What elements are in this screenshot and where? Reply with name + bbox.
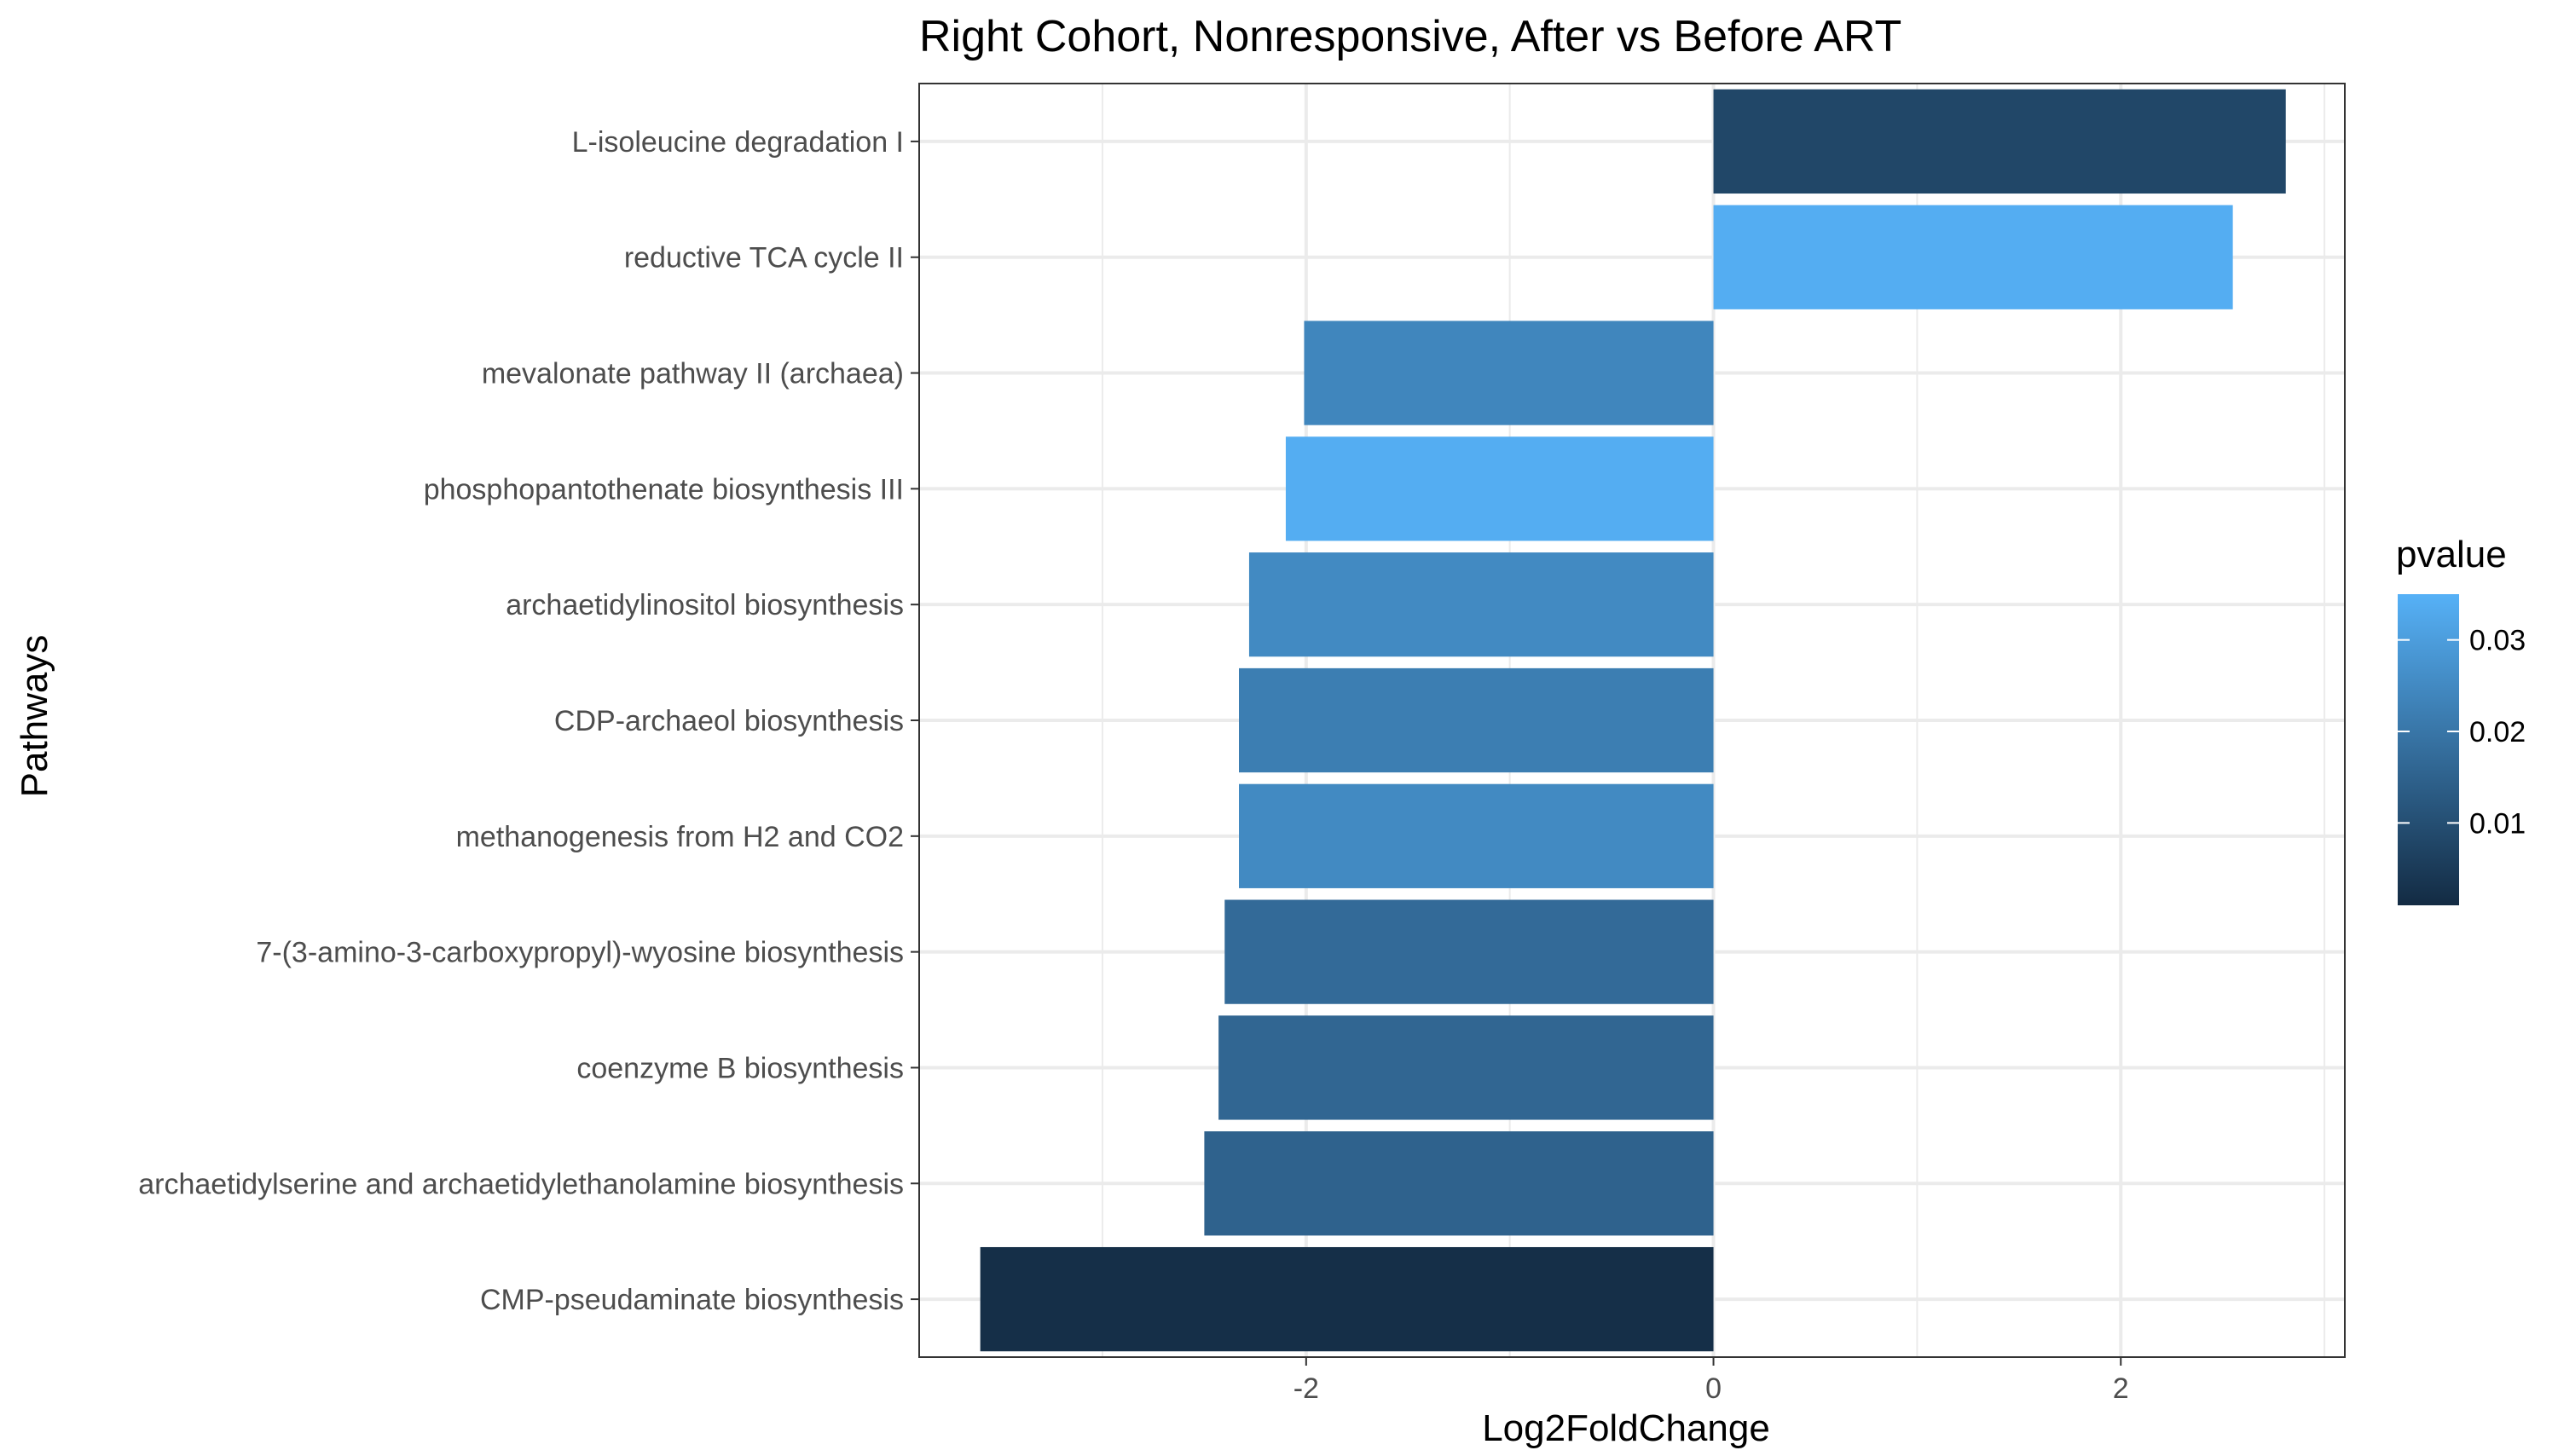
x-tick-label: -2: [1293, 1372, 1319, 1405]
y-tick-label: CMP-pseudaminate biosynthesis: [480, 1284, 904, 1316]
legend: pvalue 0.01 0.02 0.03: [2396, 534, 2526, 905]
y-tick-label: archaetidylserine and archaetidylethanol…: [138, 1168, 904, 1200]
y-axis: L-isoleucine degradation I reductive TCA …: [138, 126, 919, 1316]
bars: [980, 89, 2286, 1352]
y-tick-label: methanogenesis from H2 and CO2: [456, 821, 904, 853]
chart-title: Right Cohort, Nonresponsive, After vs Be…: [919, 12, 1901, 61]
bar: [1304, 321, 1714, 425]
y-tick-label: 7-(3-amino-3-carboxypropyl)-wyosine bios…: [256, 937, 904, 969]
y-tick-label: CDP-archaeol biosynthesis: [554, 705, 904, 737]
y-tick-label: phosphopantothenate biosynthesis III: [424, 473, 904, 506]
y-tick-label: coenzyme B biosynthesis: [576, 1052, 904, 1084]
bar: [1204, 1131, 1714, 1236]
bar: [1713, 205, 2233, 309]
y-tick-label: L-isoleucine degradation I: [572, 126, 904, 159]
y-tick-label: reductive TCA cycle II: [624, 242, 904, 274]
x-tick-label: 0: [1705, 1372, 1722, 1405]
y-axis-title: Pathways: [14, 635, 55, 798]
bar: [1713, 89, 2286, 194]
legend-ticks: 0.01 0.02 0.03: [2398, 625, 2526, 840]
bar: [1248, 552, 1714, 657]
legend-colorbar: [2398, 594, 2459, 905]
bar: [1285, 436, 1714, 541]
x-axis: -2 0 2: [1293, 1357, 2129, 1405]
y-tick-label: mevalonate pathway II (archaea): [482, 358, 904, 390]
x-axis-title: Log2FoldChange: [1482, 1407, 1770, 1449]
legend-tick-label: 0.01: [2469, 807, 2526, 840]
x-tick-label: 2: [2113, 1372, 2129, 1405]
y-tick-label: archaetidylinositol biosynthesis: [506, 589, 904, 621]
bar: [1224, 899, 1714, 1004]
bar: [980, 1246, 1714, 1352]
legend-tick-label: 0.03: [2469, 625, 2526, 657]
bar: [1239, 667, 1714, 773]
bar: [1218, 1015, 1714, 1120]
legend-title: pvalue: [2396, 534, 2507, 575]
legend-tick-label: 0.02: [2469, 716, 2526, 748]
bar: [1239, 783, 1714, 888]
